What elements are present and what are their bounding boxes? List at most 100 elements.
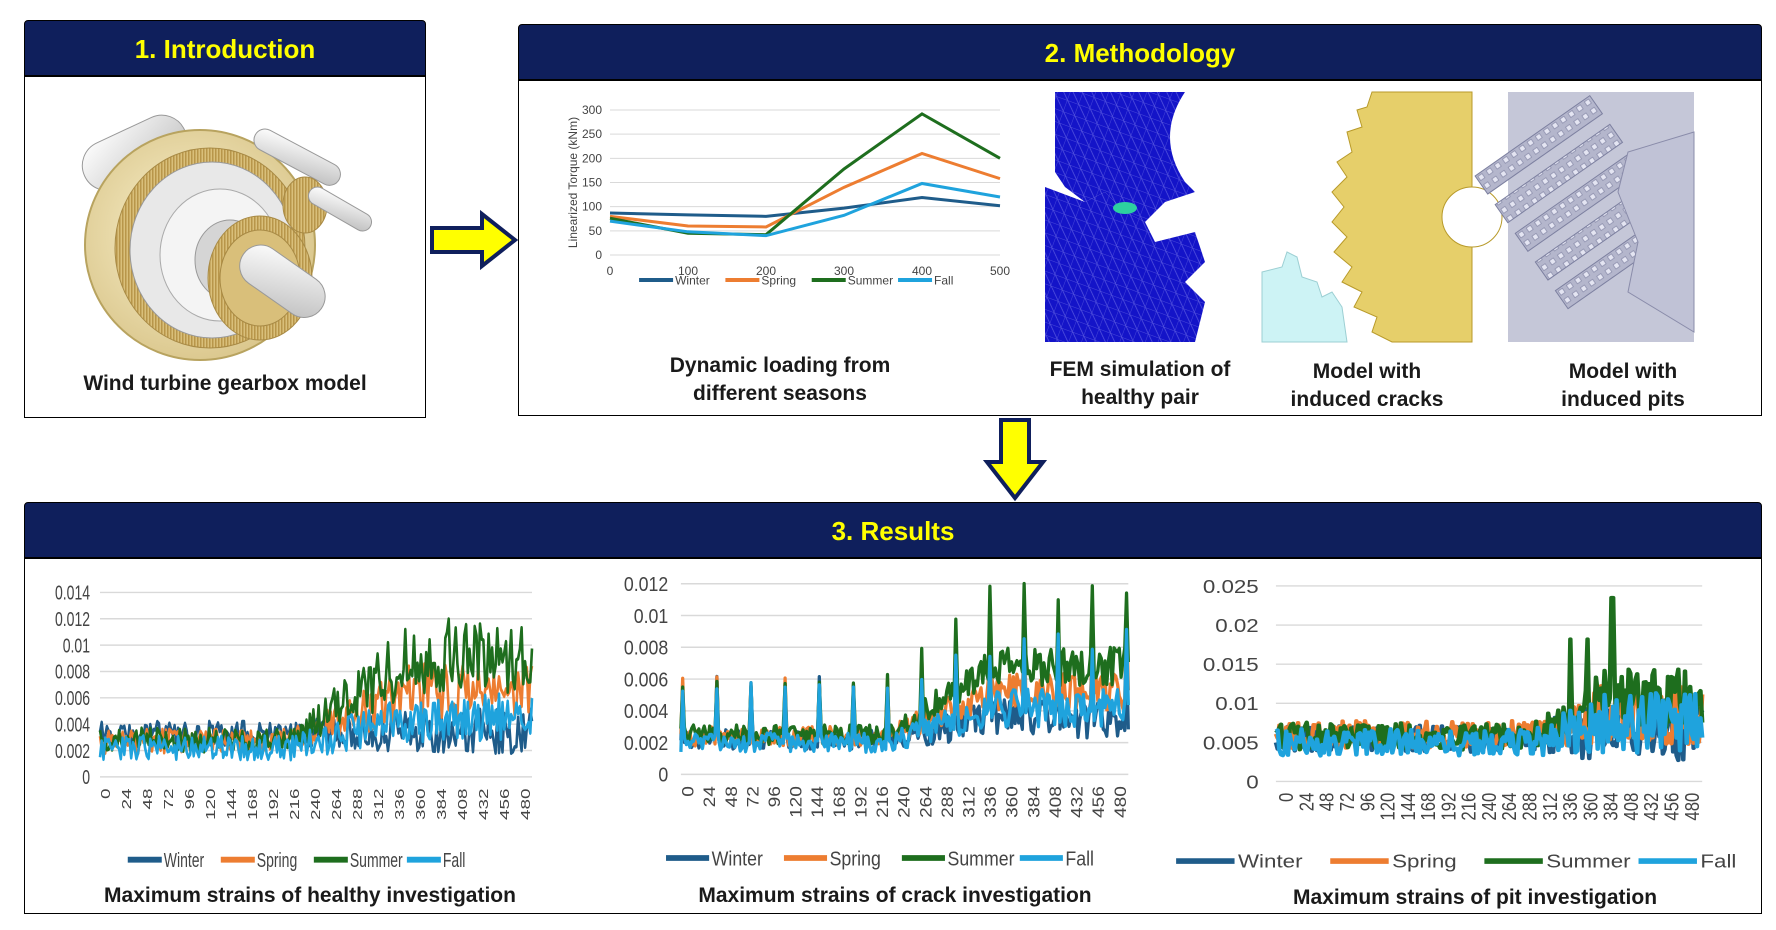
torque-xtick-label: 500 <box>990 264 1010 278</box>
healthy-xtick-label: 480 <box>519 789 533 820</box>
healthy-xtick-label: 432 <box>477 789 491 820</box>
pit-xtick-label: 480 <box>1680 793 1703 821</box>
healthy-ytick-label: 0.01 <box>63 634 90 657</box>
fem-caption-line1: FEM simulation of <box>1049 358 1231 381</box>
healthy-xtick-label: 192 <box>267 789 281 820</box>
healthy-xtick-label: 336 <box>393 789 407 820</box>
healthy-xtick-label: 48 <box>141 789 155 810</box>
torque-chart: 0 50 100 150 200 250 300 0 100 200 300 400 500 Linear… <box>566 103 1010 287</box>
crack-xtick-label: 432 <box>1068 786 1086 818</box>
crack-ytick-label: 0 <box>658 765 668 787</box>
torque-ytick-label: 100 <box>582 200 602 214</box>
healthy-xtick-label: 144 <box>225 789 239 820</box>
healthy-xtick-label: 456 <box>498 789 512 820</box>
pits-model-image <box>1474 92 1695 342</box>
pits-caption-line1: Model with <box>1568 360 1678 383</box>
crack-xtick-label: 216 <box>873 786 891 818</box>
healthy-xtick-label: 240 <box>309 789 323 820</box>
pit-xtick-label: 0 <box>1274 793 1297 802</box>
crack-xtick-label: 48 <box>722 786 740 807</box>
crack-xtick-label: 72 <box>744 786 762 807</box>
healthy-ytick-label: 0.006 <box>55 686 90 709</box>
crack-ytick-label: 0.008 <box>624 638 668 660</box>
torque-ytick-label: 300 <box>582 103 602 117</box>
torque-ylabel: Linearized Torque (kNm) <box>566 117 580 248</box>
torque-legend-label-spring: Spring <box>761 273 796 287</box>
crack-xtick-label: 192 <box>852 786 870 818</box>
crack-xtick-label: 312 <box>960 786 978 818</box>
torque-series-spring <box>609 151 1001 229</box>
healthy-xtick-label: 384 <box>435 789 449 820</box>
crack-series-fall <box>679 627 1130 754</box>
results-header: 3. Results <box>24 502 1762 558</box>
torque-legend-label-summer: Summer <box>848 273 893 287</box>
healthy-xtick-label: 360 <box>414 789 428 820</box>
healthy-xtick-label: 168 <box>246 789 260 820</box>
crack-xtick-label: 24 <box>700 786 718 807</box>
healthy-legend-label-fall: Fall <box>443 848 466 871</box>
crack-xtick-label: 264 <box>916 786 934 818</box>
crack-xtick-label: 168 <box>830 786 848 818</box>
dynamic-loading-caption-line1: Dynamic loading from <box>669 354 891 377</box>
crack-xtick-label: 120 <box>787 786 805 818</box>
cracks-caption-line1: Model with <box>1312 360 1422 383</box>
torque-xtick-label: 200 <box>756 264 776 278</box>
crack-caption: Maximum strains of crack investigation <box>698 884 1092 907</box>
crack-xtick-label: 144 <box>808 786 826 818</box>
healthy-ytick-label: 0.002 <box>55 739 90 762</box>
pit-legend-label-summer: Summer <box>1546 852 1631 872</box>
healthy-xtick-label: 24 <box>120 789 134 810</box>
healthy-ytick-label: 0.012 <box>55 607 90 630</box>
healthy-xtick-label: 312 <box>372 789 386 820</box>
healthy-ytick-label: 0.014 <box>55 581 90 604</box>
pit-xtick-label: 408 <box>1619 793 1642 821</box>
crack-xtick-label: 384 <box>1025 786 1043 818</box>
torque-series-fall <box>609 181 1001 238</box>
healthy-xtick-label: 0 <box>99 789 113 800</box>
healthy-series-summer <box>98 617 534 754</box>
pit-legend-label-winter: Winter <box>1238 852 1303 872</box>
torque-ytick-label: 0 <box>595 248 602 262</box>
dynamic-loading-caption: Dynamic loading from different seasons <box>580 352 980 408</box>
pit-xtick-label: 336 <box>1558 793 1581 821</box>
crack-xtick-label: 408 <box>1046 786 1064 818</box>
pit-xtick-label: 312 <box>1538 793 1561 821</box>
torque-ytick-label: 200 <box>582 151 602 165</box>
crack-xtick-label: 96 <box>765 786 783 807</box>
introduction-header: 1. Introduction <box>24 20 426 76</box>
crack-ytick-label: 0.006 <box>624 669 668 691</box>
pit-xtick-label: 240 <box>1477 793 1500 821</box>
cracks-model-image <box>1261 91 1503 343</box>
pit-xtick-label: 432 <box>1640 793 1663 821</box>
crack-xtick-label: 0 <box>679 786 697 797</box>
torque-xtick-label: 0 <box>607 264 614 278</box>
torque-series-winter <box>609 195 1001 218</box>
crack-legend-label-winter: Winter <box>712 848 764 870</box>
crack-xtick-label: 288 <box>938 786 956 818</box>
healthy-xtick-label: 216 <box>288 789 302 820</box>
pit-xtick-label: 120 <box>1376 793 1399 821</box>
healthy-xtick-label: 96 <box>183 789 197 810</box>
fem-caption: FEM simulation of healthy pair <box>1030 356 1250 412</box>
torque-xtick-label: 100 <box>678 264 698 278</box>
pit-xtick-label: 456 <box>1660 793 1683 821</box>
pit-xtick-label: 144 <box>1396 793 1419 821</box>
pit-ytick-label: 0.01 <box>1215 695 1258 715</box>
pit-legend-label-spring: Spring <box>1392 852 1457 872</box>
pit-series-fall <box>1274 691 1705 758</box>
pit-ytick-label: 0.025 <box>1203 578 1259 598</box>
crack-xtick-label: 360 <box>1003 786 1021 818</box>
pit-xtick-label: 264 <box>1498 793 1521 821</box>
torque-ytick-label: 150 <box>582 176 602 190</box>
crack-xtick-label: 336 <box>981 786 999 818</box>
healthy-xtick-label: 72 <box>162 789 176 810</box>
pit-caption: Maximum strains of pit investigation <box>1292 886 1658 909</box>
arrow-right <box>430 209 519 271</box>
healthy-ytick-label: 0 <box>82 766 90 789</box>
healthy-series-fall <box>98 692 534 762</box>
healthy-ytick-label: 0.004 <box>55 713 90 736</box>
healthy-legend-label-spring: Spring <box>257 848 297 871</box>
pit-xtick-label: 96 <box>1356 793 1379 812</box>
arrow-down <box>982 418 1048 502</box>
pit-xtick-label: 192 <box>1437 793 1460 821</box>
